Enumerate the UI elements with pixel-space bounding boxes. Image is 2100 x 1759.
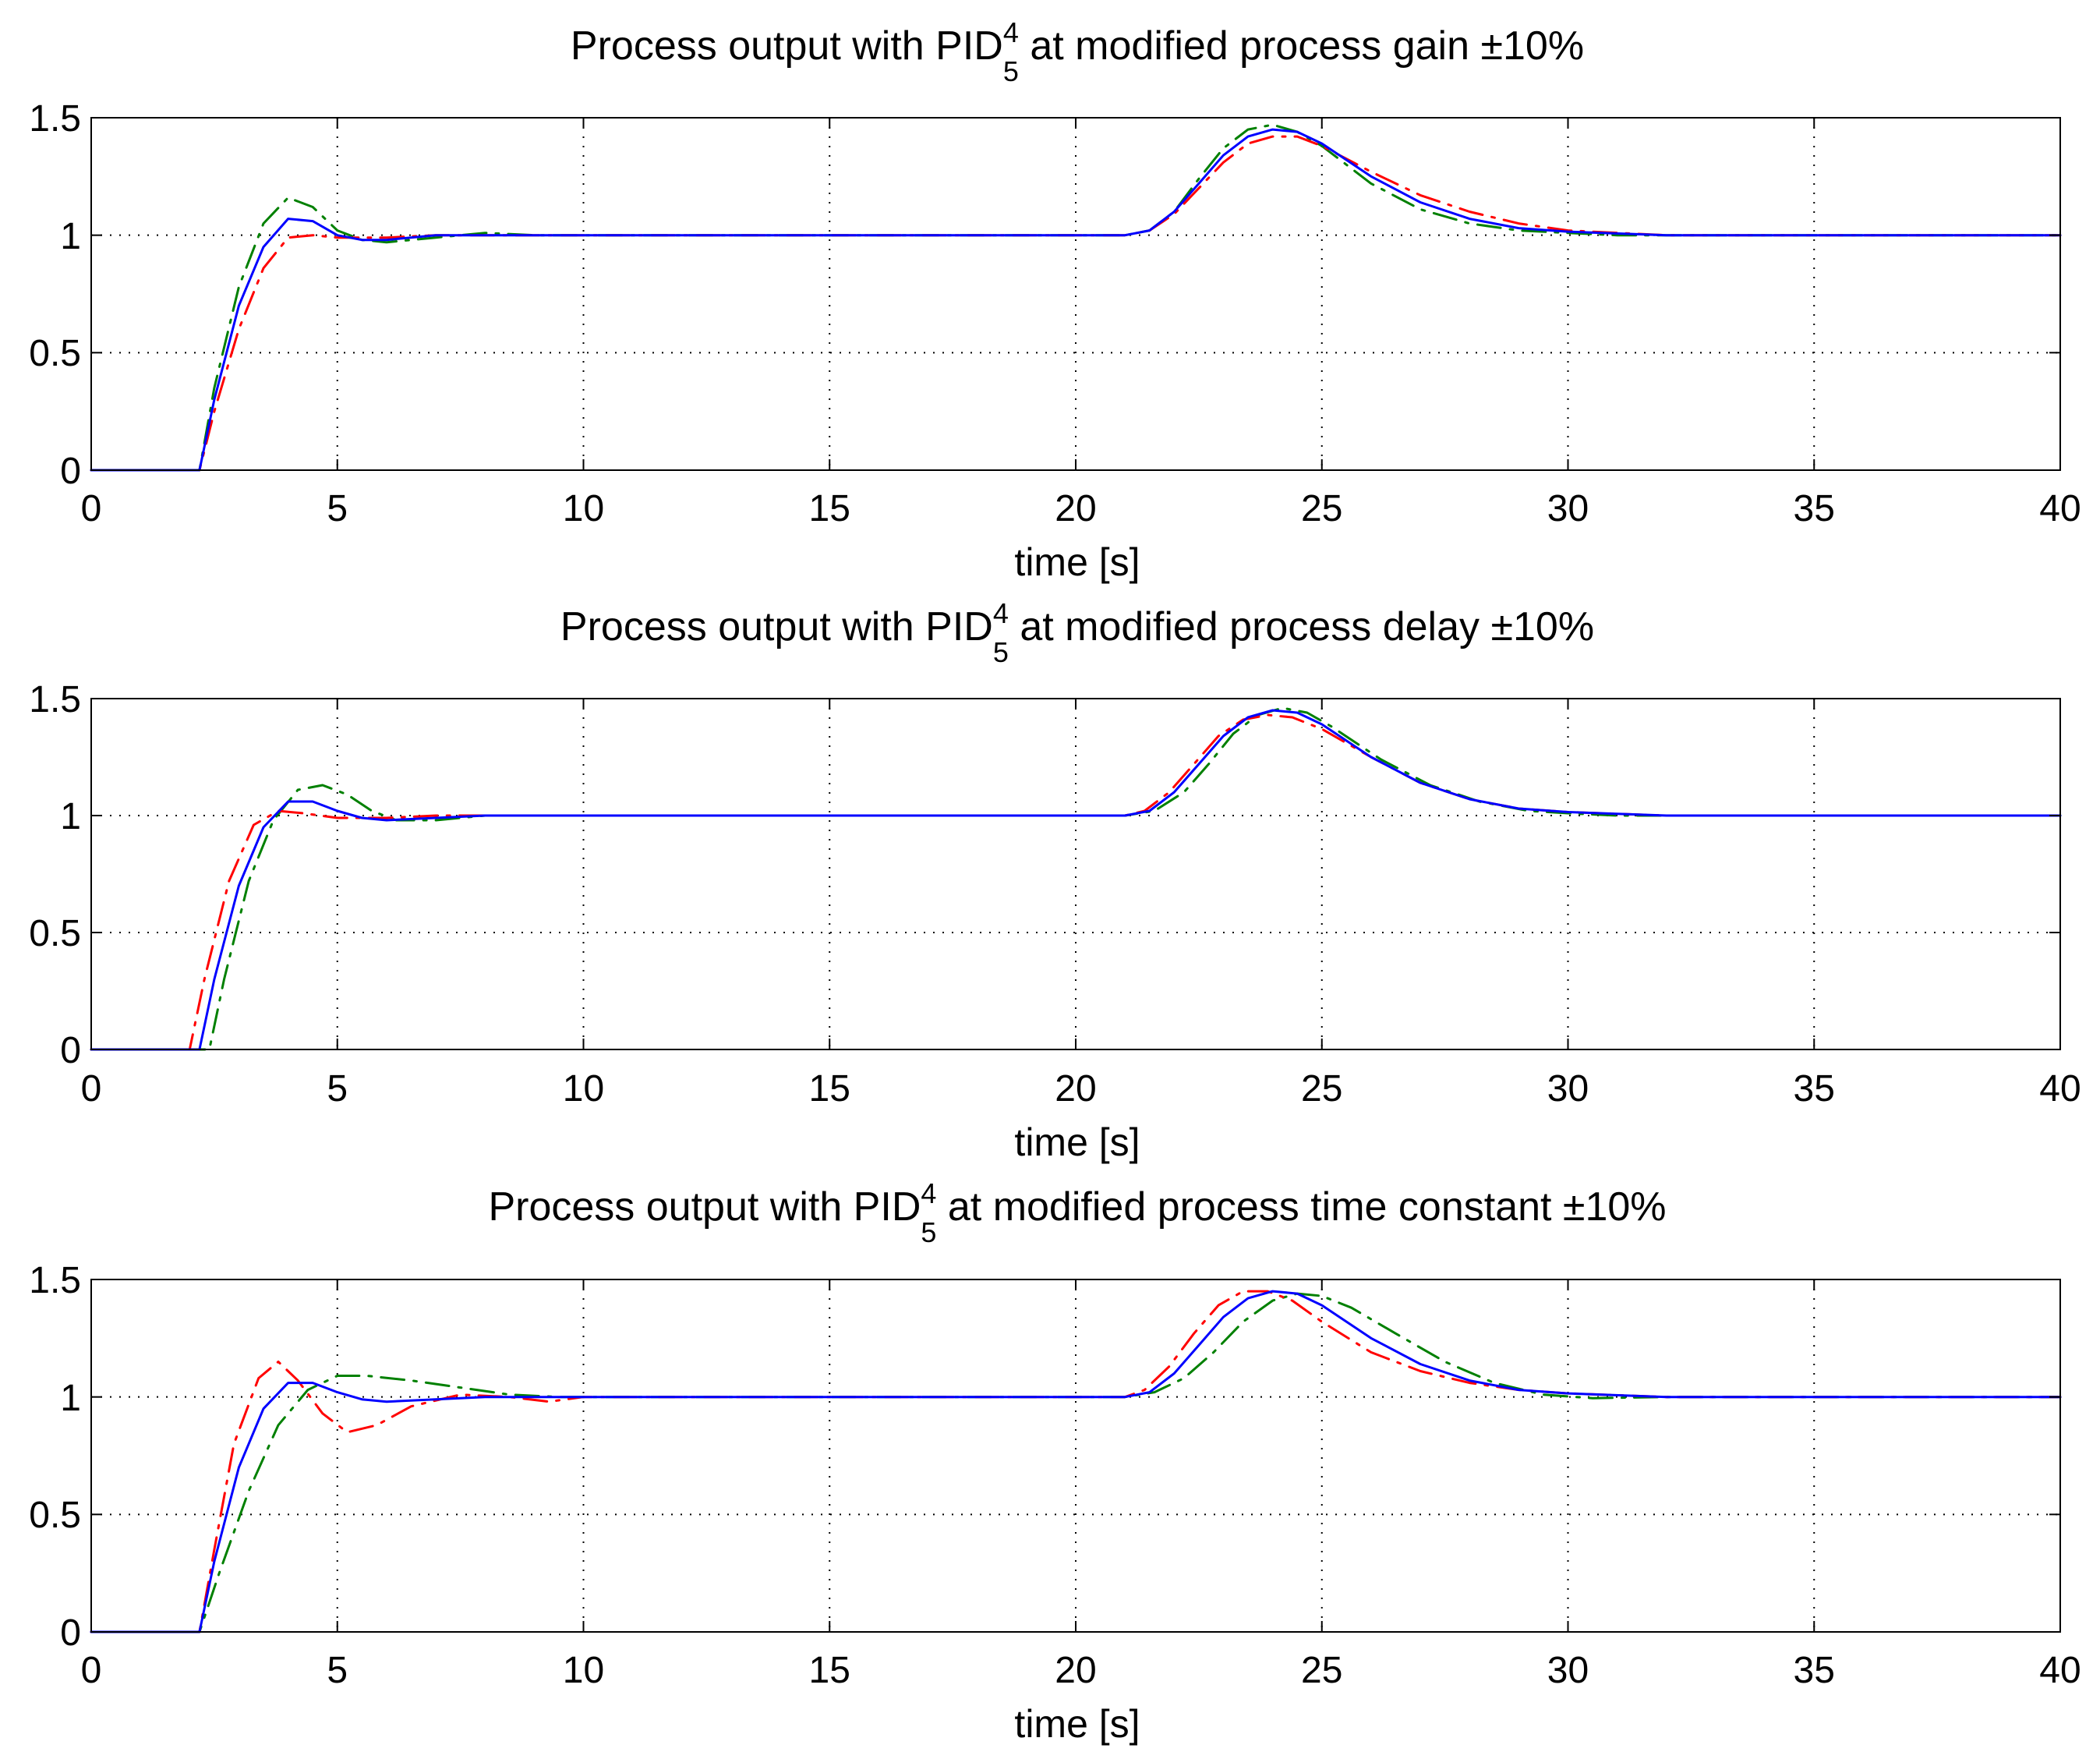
x-tick-label: 35: [1794, 488, 1835, 529]
subplot-time-constant: Process output with PID4 5 at modified pr…: [29, 1177, 2081, 1746]
y-tick-label: 1: [60, 796, 81, 837]
y-tick-label: 1: [60, 1378, 81, 1419]
plot-lines: [90, 1290, 2062, 1633]
x-tick-label: 0: [81, 1650, 102, 1691]
x-tick-label: 0: [81, 488, 102, 529]
title-subscript: 5: [921, 1216, 936, 1248]
y-tick-label: 0: [60, 451, 81, 492]
x-tick-label: 30: [1547, 1650, 1589, 1691]
title-superscript: 4: [921, 1177, 936, 1209]
x-tick-label: 25: [1301, 488, 1342, 529]
y-tick-label: 1: [60, 216, 81, 257]
x-tick-labels: 0 5 10 15 20 25 30 35 40: [81, 488, 2081, 529]
x-tick-label: 15: [809, 488, 850, 529]
x-tick-label: 5: [327, 488, 348, 529]
plot-lines: [90, 123, 2062, 472]
x-tick-label: 30: [1547, 1068, 1589, 1110]
y-tick-labels: 0 0.5 1 1.5: [29, 1260, 81, 1654]
ticks: [90, 1279, 2061, 1633]
x-tick-label: 20: [1055, 1068, 1096, 1110]
y-tick-label: 1.5: [29, 98, 81, 140]
y-tick-label: 0.5: [29, 913, 81, 954]
y-tick-label: 1.5: [29, 1260, 81, 1301]
series-nominal-line: [90, 1290, 2062, 1633]
y-tick-label: 1.5: [29, 679, 81, 720]
subplot-time-constant-title: Process output with PID4 5 at modified pr…: [488, 1177, 1666, 1248]
x-tick-label: 25: [1301, 1650, 1342, 1691]
grid: [91, 1279, 2060, 1632]
subplot-gain-title: Process output with PID4 5 at modified pr…: [571, 16, 1584, 87]
title-superscript: 4: [1003, 16, 1019, 48]
y-tick-label: 0.5: [29, 1495, 81, 1536]
x-tick-label: 20: [1055, 488, 1096, 529]
x-tick-label: 40: [2039, 488, 2081, 529]
subplot-delay: Process output with PID4 5 at modified pr…: [29, 597, 2081, 1164]
title-superscript: 4: [993, 597, 1009, 629]
x-tick-label: 40: [2039, 1068, 2081, 1110]
grid: [91, 118, 2060, 470]
series-nominal-line: [90, 128, 2062, 472]
x-tick-label: 10: [563, 1650, 604, 1691]
series-minus-10-line: [90, 135, 2062, 472]
ticks: [90, 117, 2061, 471]
ticks: [90, 698, 2061, 1050]
x-tick-label: 25: [1301, 1068, 1342, 1110]
x-axis-label: time [s]: [1014, 1120, 1140, 1164]
x-tick-label: 5: [327, 1068, 348, 1110]
series-nominal-line: [90, 709, 2062, 1051]
x-tick-label: 35: [1794, 1650, 1835, 1691]
x-tick-label: 30: [1547, 488, 1589, 529]
x-tick-label: 35: [1794, 1068, 1835, 1110]
x-tick-label: 0: [81, 1068, 102, 1110]
x-tick-labels: 0 5 10 15 20 25 30 35 40: [81, 1068, 2081, 1110]
series-plus-10-line: [90, 1292, 2062, 1633]
x-tick-label: 15: [809, 1068, 850, 1110]
y-tick-labels: 0 0.5 1 1.5: [29, 679, 81, 1071]
y-tick-labels: 0 0.5 1 1.5: [29, 98, 81, 492]
plot-lines: [90, 706, 2062, 1051]
x-tick-label: 10: [563, 488, 604, 529]
title-subscript: 5: [993, 636, 1009, 668]
title-subscript: 5: [1003, 55, 1019, 87]
x-tick-labels: 0 5 10 15 20 25 30 35 40: [81, 1650, 2081, 1691]
x-tick-label: 20: [1055, 1650, 1096, 1691]
x-tick-label: 40: [2039, 1650, 2081, 1691]
x-tick-label: 15: [809, 1650, 850, 1691]
subplot-gain: Process output with PID4 5 at modified pr…: [29, 16, 2081, 584]
subplot-delay-title: Process output with PID4 5 at modified pr…: [560, 597, 1594, 668]
x-axis-label: time [s]: [1014, 540, 1140, 584]
y-tick-label: 0: [60, 1030, 81, 1071]
y-tick-label: 0.5: [29, 333, 81, 374]
y-tick-label: 0: [60, 1612, 81, 1654]
x-tick-label: 10: [563, 1068, 604, 1110]
x-tick-label: 5: [327, 1650, 348, 1691]
x-axis-label: time [s]: [1014, 1702, 1140, 1746]
